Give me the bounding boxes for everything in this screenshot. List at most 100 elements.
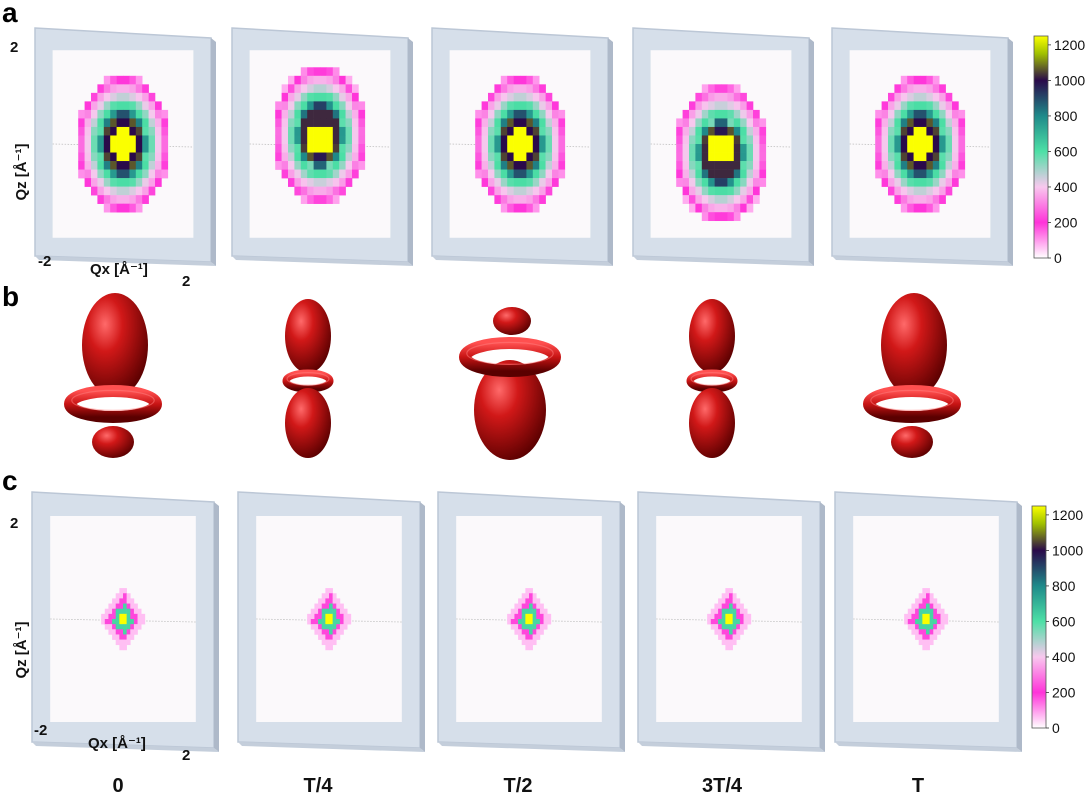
orbital-upper-lobe-4 xyxy=(881,293,947,397)
a-0-frame-edge xyxy=(211,38,216,266)
a-pixels-1 xyxy=(275,67,366,204)
a-colorbar-tick-400: 400 xyxy=(1054,179,1078,195)
colorbar-c: 0 200 400 600 800 1000 1200 xyxy=(1031,505,1083,736)
c-frame-T/4 xyxy=(237,491,425,752)
a-0-frame-bottom xyxy=(35,256,216,266)
orbital-upper-lobe-3 xyxy=(689,299,735,373)
a-1-frame-bottom xyxy=(232,256,413,266)
a-y-axis-label: Qz [Å⁻¹] xyxy=(13,143,30,200)
c-pixels-0 xyxy=(101,588,146,651)
c-3-frame-bottom xyxy=(638,742,825,752)
a-frame-3T/4 xyxy=(632,27,814,266)
orbital-ring-2 xyxy=(459,337,561,377)
c-4-frame-bottom xyxy=(835,742,1022,752)
c-colorbar-tick-1000: 1000 xyxy=(1052,542,1083,558)
c-x-tick-neg2: -2 xyxy=(34,722,47,739)
a-3-frame-bottom xyxy=(633,256,814,266)
a-4-frame-bottom xyxy=(832,256,1013,266)
c-3-frame-edge xyxy=(820,502,825,752)
a-x-axis-label: Qx [Å⁻¹] xyxy=(90,261,148,278)
a-frame-T/4 xyxy=(231,27,413,266)
time-labels: 0 T/4 T/2 3T/4 T xyxy=(112,775,924,797)
orbital-T/4 xyxy=(282,299,334,458)
orbital-lower-lobe-3 xyxy=(689,388,735,458)
a-pixels-4 xyxy=(875,75,966,213)
a-colorbar-tick-0: 0 xyxy=(1054,250,1062,266)
c-pixels-3 xyxy=(707,588,752,651)
c-2-frame-edge xyxy=(620,502,625,752)
c-2-frame-bottom xyxy=(438,742,625,752)
orbital-T/2 xyxy=(459,307,561,460)
c-colorbar-tick-200: 200 xyxy=(1052,684,1076,700)
c-0-frame-edge xyxy=(214,502,219,752)
c-y-axis-label: Qz [Å⁻¹] xyxy=(13,621,30,678)
a-y-tick-2: 2 xyxy=(10,39,18,56)
a-colorbar-tick-800: 800 xyxy=(1054,108,1078,124)
a-colorbar-tick-600: 600 xyxy=(1054,143,1078,159)
a-frame-T xyxy=(831,27,1013,266)
time-label-3: 3T/4 xyxy=(702,775,743,797)
orbital-ring-1 xyxy=(282,369,334,393)
orbital-upper-lobe-1 xyxy=(285,299,331,373)
a-x-tick-2: 2 xyxy=(182,273,190,290)
panel-label-b: b xyxy=(2,281,19,312)
a-frame-T/2 xyxy=(431,27,613,266)
c-1-frame-bottom xyxy=(238,742,425,752)
a-colorbar-tick-1000: 1000 xyxy=(1054,72,1085,88)
c-pixels-1 xyxy=(307,588,352,651)
c-pixels-2 xyxy=(507,588,552,651)
orbital-upper-lobe-0 xyxy=(82,293,148,397)
c-y-tick-2: 2 xyxy=(10,515,18,532)
panel-c-heatmaps xyxy=(31,491,1022,752)
a-colorbar-tick-200: 200 xyxy=(1054,214,1078,230)
orbital-0 xyxy=(64,293,162,458)
orbital-upper-lobe-2 xyxy=(493,307,531,335)
c-frame-T/2 xyxy=(437,491,625,752)
time-label-2: T/2 xyxy=(504,775,533,797)
c-frame-T xyxy=(834,491,1022,752)
a-1-frame-edge xyxy=(408,38,413,266)
orbital-lower-lobe-0 xyxy=(92,426,134,458)
a-pixels-3 xyxy=(676,84,767,222)
a-pixels-2 xyxy=(475,75,566,213)
panel-b-orbitals xyxy=(64,293,961,460)
orbital-T xyxy=(863,293,961,458)
a-2-frame-bottom xyxy=(432,256,613,266)
a-colorbar-tick-1200: 1200 xyxy=(1054,37,1085,53)
panel-a-heatmaps xyxy=(34,27,1013,266)
time-label-1: T/4 xyxy=(304,775,334,797)
a-x-tick-neg2: -2 xyxy=(38,253,51,270)
a-4-frame-edge xyxy=(1008,38,1013,266)
c-x-axis-label: Qx [Å⁻¹] xyxy=(88,735,146,752)
orbital-lower-lobe-4 xyxy=(891,426,933,458)
c-colorbar-tick-400: 400 xyxy=(1052,649,1076,665)
c-colorbar-tick-800: 800 xyxy=(1052,578,1076,594)
a-colorbar-bar xyxy=(1033,35,1049,259)
time-label-0: 0 xyxy=(112,775,123,797)
panel-label-a: a xyxy=(2,0,18,28)
orbital-ring-4 xyxy=(863,385,961,423)
a-3-frame-edge xyxy=(809,38,814,266)
c-x-tick-2: 2 xyxy=(182,747,190,764)
c-colorbar-bar xyxy=(1031,505,1047,729)
c-colorbar-tick-1200: 1200 xyxy=(1052,507,1083,523)
c-0-frame-bottom xyxy=(32,742,219,752)
orbital-ring-0 xyxy=(64,385,162,423)
orbital-lower-lobe-1 xyxy=(285,388,331,458)
a-2-frame-edge xyxy=(608,38,613,266)
panel-label-c: c xyxy=(2,465,18,496)
c-colorbar-tick-600: 600 xyxy=(1052,613,1076,629)
a-frame-0 xyxy=(34,27,216,266)
orbital-lower-lobe-2 xyxy=(474,360,546,460)
a-pixels-0 xyxy=(78,75,169,213)
colorbar-a: 0 200 400 600 800 1000 1200 xyxy=(1033,35,1085,266)
c-pixels-4 xyxy=(904,588,949,651)
orbital-3T/4 xyxy=(686,299,738,458)
c-4-frame-edge xyxy=(1017,502,1022,752)
c-colorbar-tick-0: 0 xyxy=(1052,720,1060,736)
time-label-4: T xyxy=(912,775,924,797)
c-frame-3T/4 xyxy=(637,491,825,752)
c-1-frame-edge xyxy=(420,502,425,752)
c-frame-0 xyxy=(31,491,219,752)
